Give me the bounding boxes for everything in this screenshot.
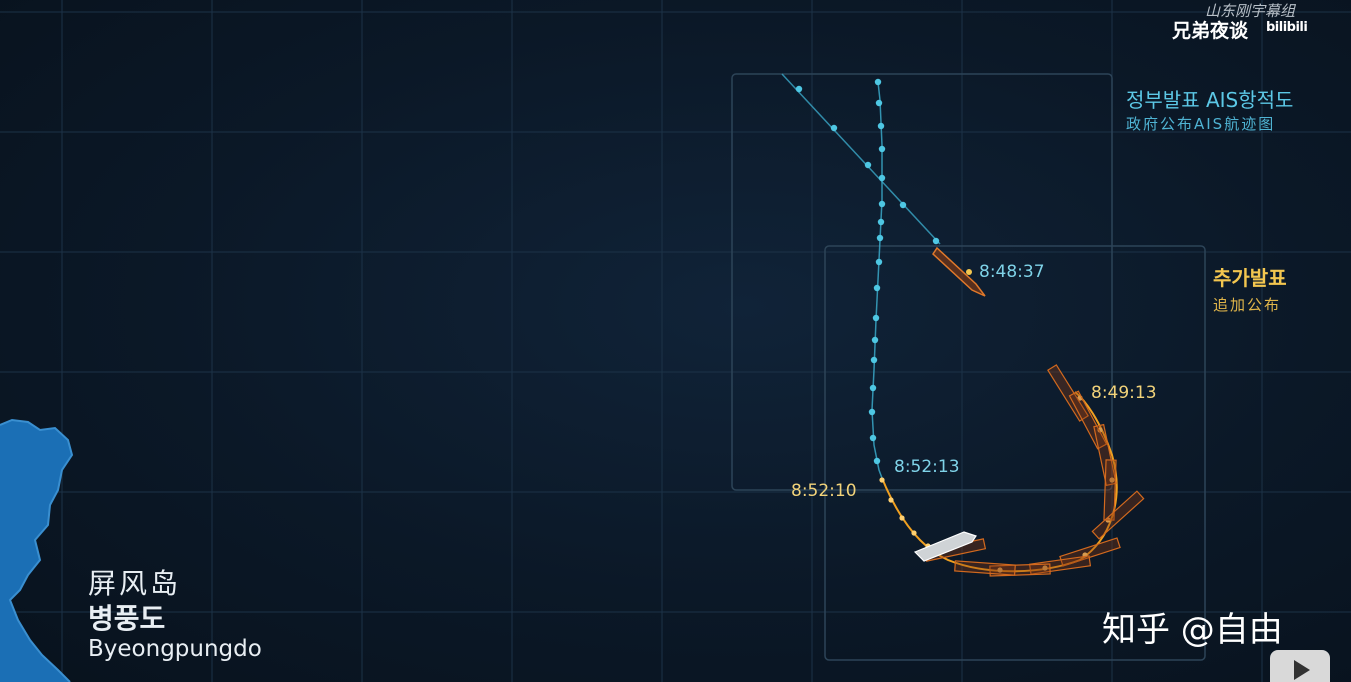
track-dot [830, 124, 838, 132]
track-dot [899, 515, 905, 521]
ship-outline [1093, 423, 1117, 487]
legend-added-zh: 追加公布 [1213, 296, 1282, 314]
track-dot [877, 122, 885, 130]
diagonal-track-dots [795, 85, 940, 245]
track-dot [877, 218, 885, 226]
track-dot [899, 201, 907, 209]
ship-dot [966, 269, 972, 275]
track-dot [911, 530, 917, 536]
island-name-ko: 병풍도 [88, 602, 166, 635]
subs-group-watermark: 山东刚宇幕组 [1205, 2, 1296, 20]
added-track-dots [879, 395, 1115, 573]
track-dot [871, 336, 879, 344]
track-dot [878, 145, 886, 153]
timestamp-84837: 8:48:37 [979, 262, 1045, 282]
ship-outline [1028, 555, 1092, 575]
track-dot [864, 161, 872, 169]
video-play-button[interactable] [1270, 650, 1330, 682]
zhihu-watermark: 知乎 @自由 [1102, 610, 1283, 650]
ship-outline [954, 560, 1016, 576]
ship-outline [989, 563, 1051, 577]
track-dot [888, 497, 894, 503]
final-ship-marker [913, 531, 977, 562]
track-dot [869, 384, 877, 392]
track-dot [1042, 565, 1048, 571]
ship-outlines [923, 364, 1145, 577]
track-dot [997, 567, 1003, 573]
legend-gov-ais-ko: 정부발표 AIS항적도 [1126, 88, 1294, 112]
track-dot [875, 99, 883, 107]
track-dot [868, 408, 876, 416]
track-dot [870, 356, 878, 364]
track-dot [874, 78, 882, 86]
diagonal-track-line [781, 73, 941, 245]
legend-added-ko: 추가발표 [1213, 266, 1287, 290]
island-name-zh: 屏风岛 [88, 567, 182, 600]
track-dot [869, 434, 877, 442]
track-dot [875, 258, 883, 266]
track-dot [873, 457, 881, 465]
added-frame [824, 245, 1206, 661]
island-edge [0, 418, 74, 682]
track-dot [878, 174, 886, 182]
island-shape [0, 420, 72, 682]
track-dot [879, 477, 885, 483]
track-dot [873, 284, 881, 292]
ship-marker [932, 246, 986, 297]
channel-watermark: 兄弟夜谈 [1172, 20, 1249, 42]
track-dot [932, 237, 940, 245]
island-name-en: Byeongpungdo [88, 636, 262, 662]
track-dot [876, 234, 884, 242]
legend-gov-ais-zh: 政府公布AIS航迹图 [1126, 115, 1276, 133]
track-dot [878, 200, 886, 208]
track-dot [795, 85, 803, 93]
ais-track-dots [868, 78, 886, 465]
ship-outline [1059, 537, 1121, 567]
track-dot [872, 314, 880, 322]
ship-outline [1047, 364, 1089, 422]
ais-track-line [871, 81, 883, 479]
ship-outline [1068, 390, 1108, 450]
ship-outline [1103, 459, 1117, 521]
ship-outline [1091, 490, 1145, 540]
track-dot [1109, 477, 1115, 483]
platform-watermark: bilibili [1266, 20, 1308, 35]
timestamp-84913: 8:49:13 [1091, 383, 1157, 403]
gov-ais-frame [731, 73, 1113, 491]
timestamp-85213: 8:52:13 [894, 457, 960, 477]
timestamp-85210: 8:52:10 [791, 481, 857, 501]
